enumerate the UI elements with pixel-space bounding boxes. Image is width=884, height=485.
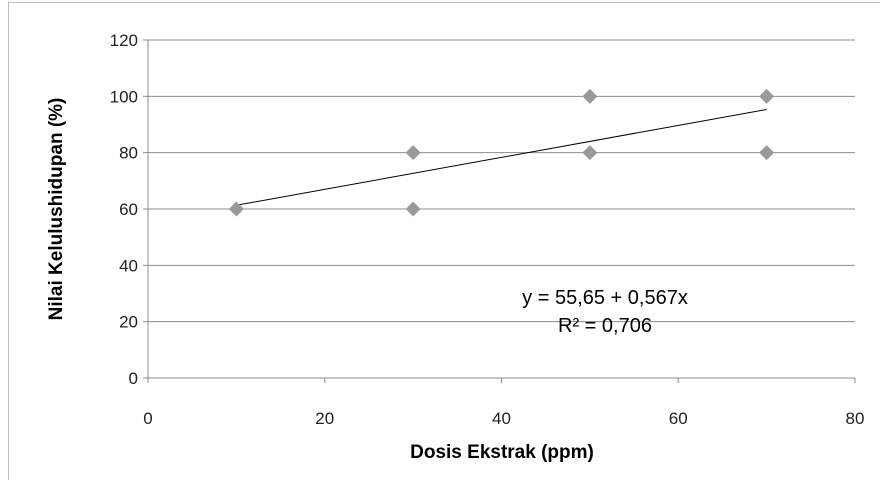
- trendline-equation: y = 55,65 + 0,567x: [522, 287, 688, 309]
- data-point: [759, 145, 775, 161]
- x-tick-label: 0: [143, 409, 152, 428]
- data-point: [228, 201, 244, 217]
- data-point: [405, 201, 421, 217]
- y-axis-title: Nilai Kelulushidupan (%): [46, 98, 67, 321]
- data-point: [405, 145, 421, 161]
- gridlines: [148, 39, 855, 323]
- y-tick-label: 100: [110, 87, 138, 106]
- data-point: [582, 145, 598, 161]
- x-tick-label: 40: [492, 409, 511, 428]
- y-tick-label: 80: [119, 144, 138, 163]
- data-point: [582, 88, 598, 104]
- y-tick-label: 60: [119, 200, 138, 219]
- y-tick-labels: 0 20 40 60 80 100 120: [110, 31, 138, 388]
- x-tick-label: 60: [669, 409, 688, 428]
- data-points: [228, 88, 775, 217]
- data-point: [759, 88, 775, 104]
- y-tick-label: 40: [119, 256, 138, 275]
- y-tick-label: 120: [110, 31, 138, 50]
- x-tick-labels: 0 20 40 60 80: [143, 409, 864, 428]
- y-tick-label: 0: [129, 369, 138, 388]
- r-squared-label: R² = 0,706: [558, 315, 652, 337]
- trendline-group: [236, 108, 767, 206]
- x-tick-label: 20: [315, 409, 334, 428]
- axes: [143, 39, 856, 383]
- chart-frame: [8, 2, 880, 480]
- x-tick-label: 80: [846, 409, 865, 428]
- y-tick-label: 20: [119, 313, 138, 332]
- trendline: [236, 108, 767, 206]
- x-axis-title: Dosis Ekstrak (ppm): [410, 442, 594, 463]
